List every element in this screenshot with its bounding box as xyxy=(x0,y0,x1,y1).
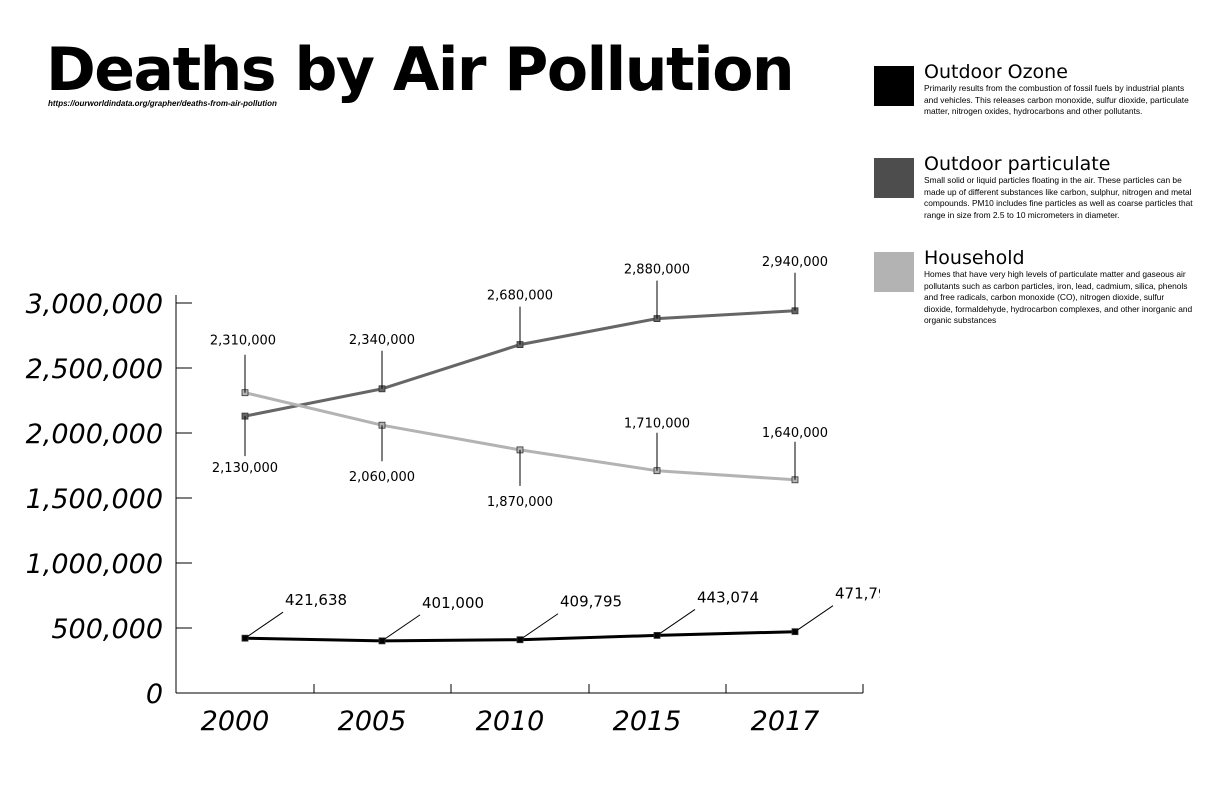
y-axis: 0 500,000 1,000,000 1,500,000 2,000,000 2,500… xyxy=(26,289,192,710)
leader-line xyxy=(519,613,559,641)
legend-label: Outdoor Ozone xyxy=(924,61,1068,83)
data-label-ozone: 401,000 xyxy=(422,594,484,612)
data-label-ozone: 409,795 xyxy=(560,593,622,611)
legend-label: Household xyxy=(924,247,1025,269)
data-label-particulate: 2,130,000 xyxy=(212,461,278,476)
y-tick-label: 2,500,000 xyxy=(26,354,163,385)
source-url: https://ourworldindata.org/grapher/death… xyxy=(48,99,277,108)
data-label-particulate: 2,940,000 xyxy=(762,255,828,270)
data-label-household: 2,060,000 xyxy=(349,470,415,485)
line-chart: 0 500,000 1,000,000 1,500,000 2,000,000 2,500… xyxy=(26,255,880,737)
data-label-ozone: 421,638 xyxy=(285,591,347,609)
x-tick-label: 2010 xyxy=(476,706,545,737)
y-tick-label: 1,500,000 xyxy=(26,484,163,515)
x-tick-label: 2005 xyxy=(338,706,407,737)
leader-line xyxy=(381,614,421,642)
y-tick-label: 500,000 xyxy=(51,614,163,645)
data-label-ozone: 471,790 xyxy=(835,585,880,603)
legend-label: Outdoor particulate xyxy=(924,153,1111,175)
x-tick-label: 2000 xyxy=(201,706,270,737)
chart-title: Deaths by Air Pollution xyxy=(46,35,795,105)
legend-description: Primarily results from the combustion of… xyxy=(924,83,1189,116)
data-labels: 421,638 401,000 409,795 443,074 471,790 2,130… xyxy=(210,255,880,642)
data-label-household: 2,310,000 xyxy=(210,334,276,349)
data-label-particulate: 2,680,000 xyxy=(487,289,553,304)
legend-swatch-household xyxy=(874,252,914,292)
legend-description: Homes that have very high levels of part… xyxy=(924,269,1193,325)
legend-swatch-outdoor-ozone xyxy=(874,66,914,106)
data-label-household: 1,710,000 xyxy=(624,417,690,432)
legend-swatch-outdoor-particulate xyxy=(874,158,914,198)
y-tick-label: 3,000,000 xyxy=(26,289,163,320)
x-tick-label: 2017 xyxy=(751,706,820,737)
leader-line xyxy=(794,605,834,633)
data-label-household: 1,870,000 xyxy=(487,495,553,510)
data-label-particulate: 2,880,000 xyxy=(624,263,690,278)
x-axis: 2000 2005 2010 2015 2017 xyxy=(176,684,864,737)
leader-line xyxy=(244,611,284,639)
legend-description: Small solid or liquid particles floating… xyxy=(924,175,1193,220)
data-label-ozone: 443,074 xyxy=(697,588,759,606)
data-label-household: 1,640,000 xyxy=(762,426,828,441)
x-tick-label: 2015 xyxy=(613,706,682,737)
y-tick-label: 0 xyxy=(146,679,163,710)
y-tick-label: 1,000,000 xyxy=(26,549,163,580)
y-tick-label: 2,000,000 xyxy=(26,419,163,450)
data-label-particulate: 2,340,000 xyxy=(349,333,415,348)
leader-line xyxy=(656,608,696,636)
